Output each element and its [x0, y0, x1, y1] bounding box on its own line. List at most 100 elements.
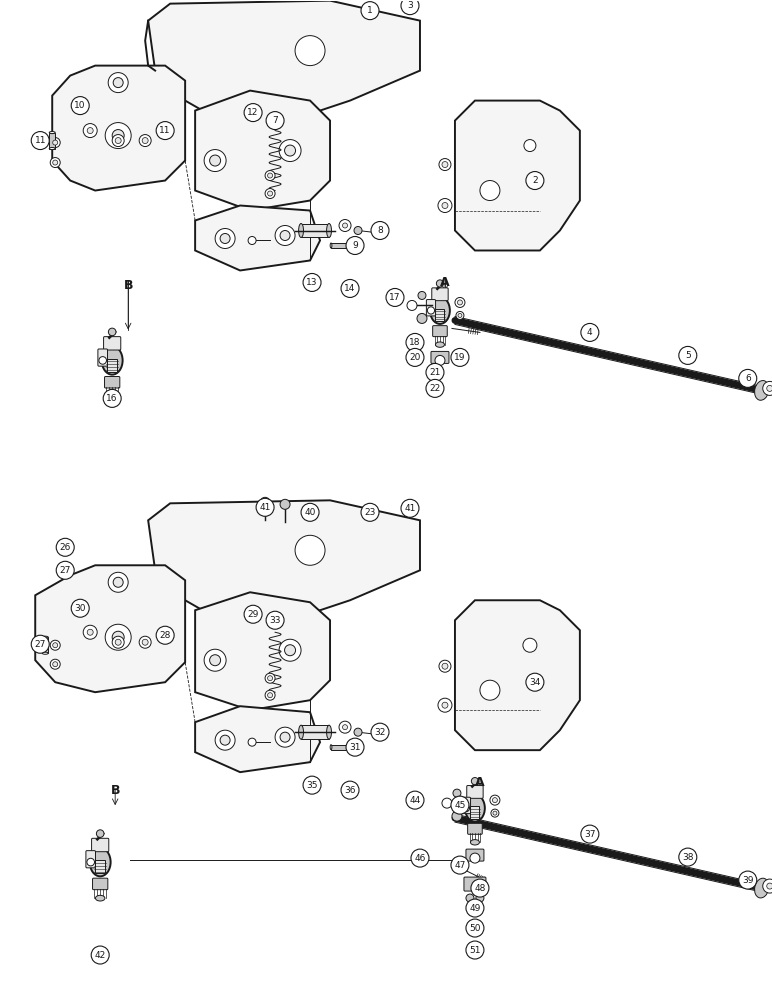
Text: 41: 41 [405, 504, 415, 513]
Text: 22: 22 [429, 384, 441, 393]
Circle shape [426, 379, 444, 397]
Ellipse shape [90, 848, 110, 876]
Text: A: A [440, 276, 450, 289]
Text: 1: 1 [367, 6, 373, 15]
Circle shape [71, 97, 90, 115]
Text: 46: 46 [415, 854, 425, 863]
FancyBboxPatch shape [462, 797, 471, 814]
Circle shape [91, 946, 109, 964]
Circle shape [210, 655, 221, 666]
Circle shape [767, 883, 772, 889]
Text: 50: 50 [469, 924, 481, 933]
Text: 13: 13 [306, 278, 318, 287]
Circle shape [83, 625, 97, 639]
Text: 36: 36 [344, 786, 356, 795]
Text: 6: 6 [745, 374, 750, 383]
Ellipse shape [327, 224, 331, 237]
Polygon shape [36, 565, 185, 692]
Circle shape [470, 853, 480, 863]
Circle shape [248, 738, 256, 746]
Text: 27: 27 [59, 566, 71, 575]
Circle shape [439, 159, 451, 171]
Circle shape [346, 738, 364, 756]
Polygon shape [455, 101, 580, 250]
Ellipse shape [102, 346, 123, 375]
Circle shape [31, 132, 49, 150]
Text: 34: 34 [530, 678, 540, 687]
Circle shape [96, 830, 104, 837]
Circle shape [139, 636, 151, 648]
FancyBboxPatch shape [470, 806, 479, 819]
Text: 44: 44 [409, 796, 421, 805]
Circle shape [268, 191, 273, 196]
Text: 47: 47 [454, 861, 466, 870]
FancyBboxPatch shape [104, 377, 120, 388]
Polygon shape [195, 706, 320, 772]
Circle shape [371, 723, 389, 741]
Circle shape [401, 0, 419, 15]
Text: 48: 48 [474, 884, 486, 893]
Circle shape [265, 171, 275, 181]
Polygon shape [301, 224, 329, 237]
Ellipse shape [470, 840, 479, 845]
Text: 17: 17 [389, 293, 401, 302]
Circle shape [406, 791, 424, 809]
Ellipse shape [49, 148, 56, 150]
FancyBboxPatch shape [96, 860, 105, 873]
Circle shape [265, 189, 275, 199]
Circle shape [339, 220, 351, 231]
Text: 11: 11 [35, 136, 46, 145]
Circle shape [442, 162, 448, 168]
Circle shape [142, 138, 148, 144]
Circle shape [268, 173, 273, 178]
Circle shape [452, 811, 462, 821]
Circle shape [453, 789, 461, 797]
Circle shape [763, 381, 772, 395]
Circle shape [220, 735, 230, 745]
Circle shape [103, 389, 121, 407]
Circle shape [56, 538, 74, 556]
Circle shape [295, 36, 325, 66]
Circle shape [204, 649, 226, 671]
Ellipse shape [42, 652, 48, 654]
Circle shape [113, 78, 124, 88]
Circle shape [466, 899, 484, 917]
Circle shape [523, 638, 537, 652]
Text: 41: 41 [259, 503, 271, 512]
Ellipse shape [299, 725, 303, 739]
Circle shape [466, 919, 484, 937]
Circle shape [455, 297, 465, 307]
Text: 9: 9 [352, 241, 358, 250]
Circle shape [451, 856, 469, 874]
Circle shape [466, 941, 484, 959]
Text: 5: 5 [685, 351, 691, 360]
FancyBboxPatch shape [432, 326, 447, 337]
FancyBboxPatch shape [464, 877, 486, 891]
Text: B: B [110, 784, 120, 797]
Circle shape [112, 130, 124, 142]
Circle shape [112, 631, 124, 643]
Circle shape [87, 128, 93, 134]
Circle shape [244, 104, 262, 122]
Text: 2: 2 [532, 176, 538, 185]
Circle shape [341, 279, 359, 297]
Circle shape [105, 123, 131, 149]
FancyBboxPatch shape [98, 349, 107, 366]
Circle shape [156, 626, 174, 644]
Text: 19: 19 [454, 353, 466, 362]
Circle shape [266, 611, 284, 629]
Circle shape [50, 659, 60, 669]
Text: 49: 49 [469, 904, 481, 913]
Text: 7: 7 [273, 116, 278, 125]
Circle shape [280, 231, 290, 240]
Circle shape [361, 2, 379, 20]
Circle shape [50, 158, 60, 168]
Circle shape [439, 660, 451, 672]
Polygon shape [331, 745, 349, 750]
Ellipse shape [348, 243, 350, 248]
Polygon shape [195, 206, 320, 270]
Ellipse shape [42, 636, 48, 638]
Circle shape [275, 727, 295, 747]
Circle shape [401, 499, 419, 517]
Ellipse shape [465, 795, 485, 822]
